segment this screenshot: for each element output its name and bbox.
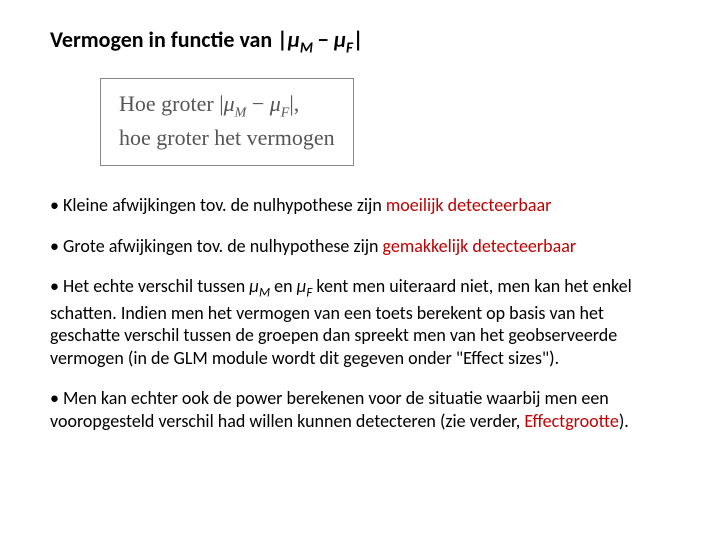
title-mu2: μ	[334, 26, 346, 53]
box-mu2: μ	[270, 91, 281, 116]
bullet-1: • Kleine afwijkingen tov. de nulhypothes…	[50, 194, 670, 217]
b3-mu2: μ	[297, 275, 307, 297]
page-title: Vermogen in functie van |μM − μF|	[50, 26, 670, 58]
title-suffix: |	[353, 26, 363, 53]
b4-b: ).	[619, 410, 629, 432]
b1-text: • Kleine afwijkingen tov. de nulhypothes…	[50, 194, 386, 216]
box-minus: −	[246, 91, 269, 116]
formula-box: Hoe groter |μM − μF|, hoe groter het ver…	[100, 78, 354, 166]
title-sub2: F	[346, 39, 353, 57]
title-mu1: μ	[288, 26, 300, 53]
b4-highlight: Effectgrootte	[524, 410, 619, 432]
bullet-3: • Het echte verschil tussen μM en μF ken…	[50, 275, 670, 369]
b3-mu1: μ	[249, 275, 259, 297]
b1-highlight: moeilijk detecteerbaar	[386, 194, 552, 216]
b2-text: • Grote afwijkingen tov. de nulhypothese…	[50, 235, 383, 257]
bullet-2: • Grote afwijkingen tov. de nulhypothese…	[50, 235, 670, 258]
box-bar-close: |,	[289, 91, 299, 116]
box-mu1: μ	[224, 91, 235, 116]
bullet-4: • Men kan echter ook de power berekenen …	[50, 387, 670, 432]
title-sub1: M	[300, 39, 313, 57]
box-line2: hoe groter het vermogen	[119, 125, 335, 150]
title-prefix: Vermogen in functie van |	[50, 26, 288, 53]
b3-a: • Het echte verschil tussen	[50, 275, 249, 297]
title-minus: −	[313, 26, 334, 53]
b3-mid: en	[270, 275, 297, 297]
b3-sub1: M	[259, 286, 270, 301]
box-sub1: M	[235, 106, 247, 121]
b2-highlight: gemakkelijk detecteerbaar	[383, 235, 577, 257]
box-line1-a: Hoe groter	[119, 91, 219, 116]
